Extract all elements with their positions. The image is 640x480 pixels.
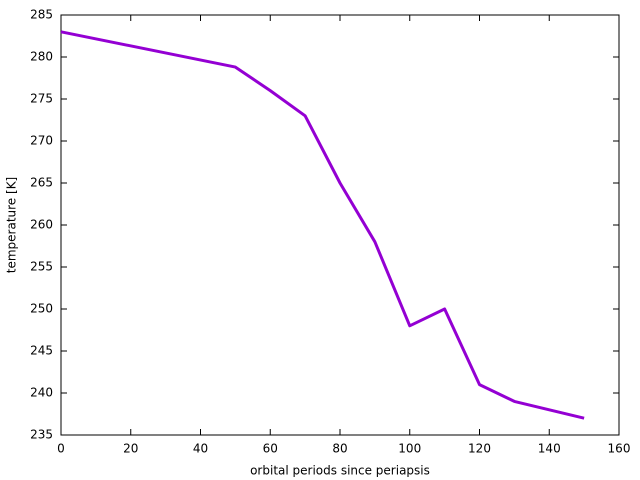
x-tick-label: 20 xyxy=(123,442,138,456)
y-tick-label: 235 xyxy=(30,428,53,442)
y-tick-label: 280 xyxy=(30,50,53,64)
data-line xyxy=(60,30,585,420)
x-tick-label: 80 xyxy=(332,442,347,456)
x-tick-label: 140 xyxy=(538,442,561,456)
x-tick-label: 160 xyxy=(608,442,631,456)
y-tick-label: 270 xyxy=(30,134,53,148)
x-tick-label: 40 xyxy=(193,442,208,456)
y-tick-label: 255 xyxy=(30,260,53,274)
x-axis-label: orbital periods since periapsis xyxy=(250,464,430,478)
y-tick-label: 275 xyxy=(30,92,53,106)
x-tick-label: 0 xyxy=(57,442,65,456)
x-tick-label: 60 xyxy=(263,442,278,456)
y-tick-label: 285 xyxy=(30,8,53,22)
plot-frame xyxy=(60,14,620,436)
y-tick-label: 265 xyxy=(30,176,53,190)
y-axis-label: temperature [K] xyxy=(5,177,19,273)
x-tick-label: 100 xyxy=(398,442,421,456)
x-tick-label: 120 xyxy=(468,442,491,456)
y-tick-label: 240 xyxy=(30,386,53,400)
y-tick-label: 245 xyxy=(30,344,53,358)
y-tick-label: 260 xyxy=(30,218,53,232)
y-tick-label: 250 xyxy=(30,302,53,316)
